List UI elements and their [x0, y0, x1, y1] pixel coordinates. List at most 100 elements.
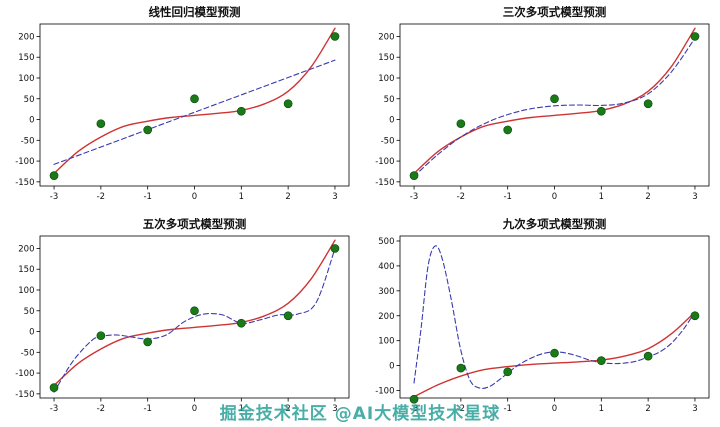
- y-tick-label: -100: [15, 157, 34, 167]
- plot-title-nonic: 九次多项式模型预测: [502, 217, 607, 231]
- data-point: [550, 94, 559, 104]
- y-tick-label: 200: [378, 312, 394, 322]
- data-point: [550, 348, 559, 358]
- y-tick-label: -150: [375, 178, 394, 188]
- y-tick-label: 100: [18, 286, 34, 296]
- true-function-curve: [53, 239, 336, 387]
- axes-frame: [39, 23, 350, 187]
- y-tick-label: 200: [378, 32, 394, 42]
- y-tick-label: 200: [18, 244, 34, 254]
- x-tick-label: 0: [192, 404, 197, 414]
- x-tick-label: -3: [410, 404, 418, 414]
- y-tick-label: 150: [18, 53, 34, 63]
- y-tick-label: -150: [15, 390, 34, 400]
- data-point: [690, 32, 700, 41]
- y-tick-label: -100: [375, 157, 394, 167]
- true-function-curve: [53, 27, 336, 175]
- data-point: [330, 244, 340, 253]
- subplot-linear: 线性回归模型预测 -3 -2 -1 0 1 2 3 -150 -100 -50 0 50 100 150 2…: [6, 4, 356, 204]
- x-tick-label: 2: [285, 192, 290, 202]
- model-prediction-curve: [53, 59, 336, 165]
- x-tick-label: 3: [692, 404, 697, 414]
- model-prediction-curve: [413, 245, 696, 389]
- y-tick-label: -100: [15, 369, 34, 379]
- linear-plot-canvas: -3 -2 -1 0 1 2 3 -150 -100 -50 0 50 100 150 200: [15, 23, 350, 202]
- data-point: [143, 125, 153, 135]
- x-tick-label: 1: [599, 404, 604, 414]
- x-tick-label: 2: [285, 404, 290, 414]
- y-tick-label: 150: [18, 265, 34, 275]
- x-tick-label: -3: [410, 192, 418, 202]
- x-tick-label: -2: [457, 404, 465, 414]
- data-point: [143, 337, 153, 347]
- x-tick-label: 1: [239, 192, 244, 202]
- data-point: [643, 351, 653, 361]
- x-tick-label: 0: [552, 192, 557, 202]
- x-tick-label: -2: [97, 192, 105, 202]
- x-tick-label: -1: [503, 404, 511, 414]
- data-point: [643, 99, 653, 109]
- y-tick-label: 50: [24, 307, 35, 317]
- y-tick-label: -50: [21, 348, 35, 358]
- data-point: [409, 394, 419, 404]
- y-tick-label: -100: [375, 387, 394, 397]
- data-point: [96, 119, 106, 129]
- data-point: [456, 363, 466, 373]
- true-function-curve: [413, 311, 696, 398]
- x-tick-label: 2: [645, 192, 650, 202]
- plot-title-cubic: 三次多项式模型预测: [502, 5, 607, 19]
- x-tick-label: -2: [457, 192, 465, 202]
- x-tick-label: 2: [645, 404, 650, 414]
- subplot-cubic: 三次多项式模型预测 -3 -2 -1 0 1 2 3 -150 -100 -50 0 50 100 150…: [366, 4, 716, 204]
- data-point: [190, 306, 199, 316]
- data-point: [690, 311, 700, 321]
- subplot-nonic: 九次多项式模型预测 -3 -2 -1 0 1 2 3 -100 0 100 200 300 400 500: [366, 216, 716, 416]
- x-tick-label: 1: [239, 404, 244, 414]
- y-tick-label: 0: [29, 116, 34, 126]
- data-point: [283, 99, 293, 109]
- data-point: [456, 119, 466, 129]
- x-tick-label: 0: [552, 404, 557, 414]
- x-tick-label: -1: [503, 192, 511, 202]
- model-prediction-curve: [413, 37, 696, 177]
- x-tick-label: -1: [143, 192, 151, 202]
- y-tick-label: -50: [21, 136, 35, 146]
- y-tick-label: 50: [24, 95, 35, 105]
- data-point: [190, 94, 199, 104]
- y-tick-label: -50: [381, 136, 395, 146]
- y-tick-label: 100: [18, 74, 34, 84]
- data-point: [596, 356, 606, 365]
- data-point: [503, 125, 513, 135]
- y-tick-label: 400: [378, 262, 394, 272]
- y-tick-label: 50: [384, 95, 395, 105]
- y-tick-label: 0: [29, 328, 34, 338]
- axes-frame: [399, 23, 710, 187]
- plot-title-linear: 线性回归模型预测: [148, 5, 241, 19]
- y-tick-label: -150: [15, 178, 34, 188]
- y-tick-label: 0: [389, 116, 394, 126]
- cubic-plot-canvas: -3 -2 -1 0 1 2 3 -150 -100 -50 0 50 100 150 200: [375, 23, 710, 202]
- subplot-quintic: 五次多项式模型预测 -3 -2 -1 0 1 2 3 -150 -100 -50 0 50 100 150…: [6, 216, 356, 416]
- y-tick-label: 300: [378, 287, 394, 297]
- axes-frame: [39, 235, 350, 399]
- data-point: [330, 32, 340, 41]
- data-point: [236, 318, 246, 328]
- data-point: [236, 106, 246, 116]
- x-tick-label: 3: [692, 192, 697, 202]
- data-point: [596, 106, 606, 116]
- quintic-plot-canvas: -3 -2 -1 0 1 2 3 -150 -100 -50 0 50 100 150 200: [15, 235, 350, 414]
- data-point: [96, 331, 106, 341]
- x-tick-label: 0: [192, 192, 197, 202]
- data-point: [503, 367, 513, 377]
- x-tick-label: 3: [332, 192, 337, 202]
- y-tick-label: 500: [378, 237, 394, 247]
- plot-title-quintic: 五次多项式模型预测: [142, 217, 247, 231]
- data-point: [409, 171, 419, 180]
- y-tick-label: 100: [378, 337, 394, 347]
- x-tick-label: 3: [332, 404, 337, 414]
- y-tick-label: 0: [389, 362, 394, 372]
- nonic-plot-canvas: -3 -2 -1 0 1 2 3 -100 0 100 200 300 400 500: [375, 235, 710, 414]
- y-tick-label: 100: [378, 74, 394, 84]
- x-tick-label: -3: [50, 192, 58, 202]
